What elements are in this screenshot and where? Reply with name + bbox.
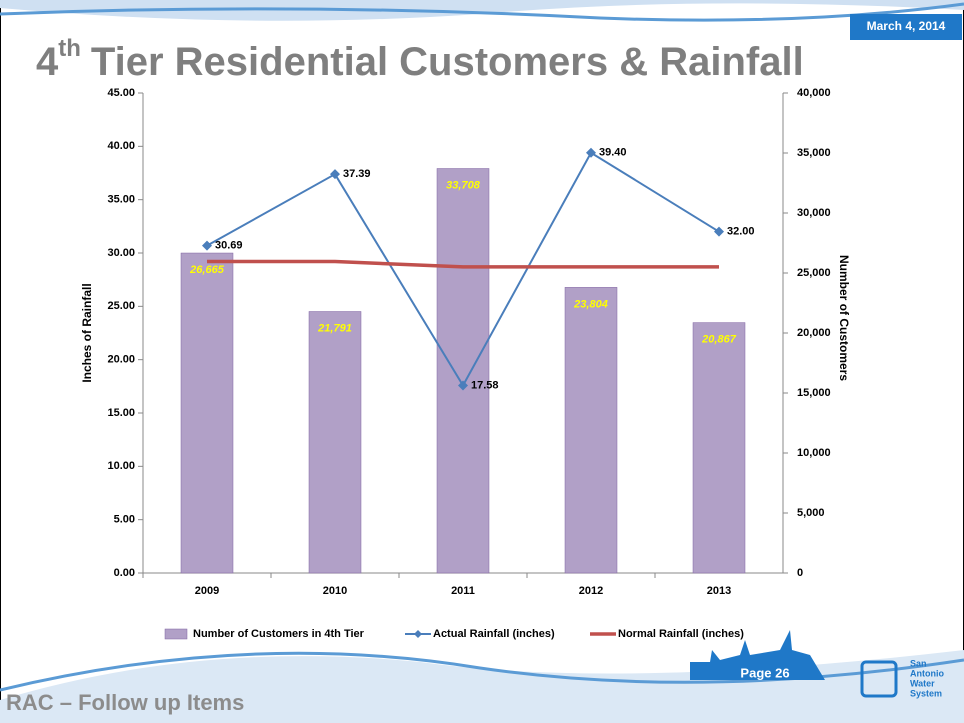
legend-swatch <box>165 629 187 639</box>
bar-value-label: 23,804 <box>573 298 608 310</box>
y-tick-label: 15.00 <box>107 407 135 419</box>
bar <box>309 312 361 573</box>
x-tick-label: 2010 <box>323 585 347 597</box>
bar-value-label: 33,708 <box>446 179 481 191</box>
y-tick-label: 20.00 <box>107 354 135 366</box>
legend-label: Actual Rainfall (inches) <box>433 628 555 640</box>
y2-axis-title: Number of Customers <box>837 255 851 381</box>
legend-label: Normal Rainfall (inches) <box>618 628 744 640</box>
bar <box>181 253 233 573</box>
bar <box>693 323 745 573</box>
y2-tick-label: 40,000 <box>797 87 831 99</box>
y2-tick-label: 15,000 <box>797 387 831 399</box>
date: March 4, 2014 <box>867 19 946 33</box>
legend-label: Number of Customers in 4th Tier <box>193 628 365 640</box>
x-tick-label: 2009 <box>195 585 219 597</box>
title-sup: th <box>58 35 81 62</box>
line-value-label: 32.00 <box>727 226 755 238</box>
y-tick-label: 45.00 <box>107 87 135 99</box>
line-value-label: 37.39 <box>343 168 371 180</box>
bar <box>565 287 617 573</box>
slide-title: 4th Tier Residential Customers & Rainfall <box>36 35 804 83</box>
y2-tick-label: 20,000 <box>797 327 831 339</box>
logo-line: Antonio <box>910 668 944 678</box>
y-tick-label: 10.00 <box>107 460 135 472</box>
line-value-label: 17.58 <box>471 379 499 391</box>
title-rest: Tier Residential Customers & Rainfall <box>91 40 804 84</box>
bar-value-label: 20,867 <box>701 334 737 346</box>
y2-tick-label: 0 <box>797 567 803 579</box>
bar-value-label: 21,791 <box>317 322 352 334</box>
title-number: 4 <box>36 40 59 84</box>
y-tick-label: 0.00 <box>114 567 135 579</box>
y2-tick-label: 25,000 <box>797 267 831 279</box>
y2-tick-label: 10,000 <box>797 447 831 459</box>
y-tick-label: 35.00 <box>107 194 135 206</box>
x-tick-label: 2012 <box>579 585 603 597</box>
y-axis-title: Inches of Rainfall <box>80 283 94 382</box>
logo-line: San <box>910 658 927 668</box>
y-tick-label: 25.00 <box>107 300 135 312</box>
y2-tick-label: 30,000 <box>797 207 831 219</box>
slide: March 4, 2014 4th Tier Residential Custom… <box>0 0 964 723</box>
y2-tick-label: 35,000 <box>797 147 831 159</box>
page-number: Page 26 <box>740 665 789 680</box>
y-tick-label: 30.00 <box>107 247 135 259</box>
logo-line: System <box>910 688 942 698</box>
bar <box>437 169 489 573</box>
line-value-label: 30.69 <box>215 240 243 252</box>
bar-value-label: 26,665 <box>189 264 225 276</box>
x-tick-label: 2011 <box>451 585 475 597</box>
y-tick-label: 40.00 <box>107 140 135 152</box>
logo-line: Water <box>910 678 935 688</box>
x-tick-label: 2013 <box>707 585 731 597</box>
section-title: RAC – Follow up Items <box>6 690 244 715</box>
y-tick-label: 5.00 <box>114 514 135 526</box>
y2-tick-label: 5,000 <box>797 507 825 519</box>
line-value-label: 39.40 <box>599 147 627 159</box>
